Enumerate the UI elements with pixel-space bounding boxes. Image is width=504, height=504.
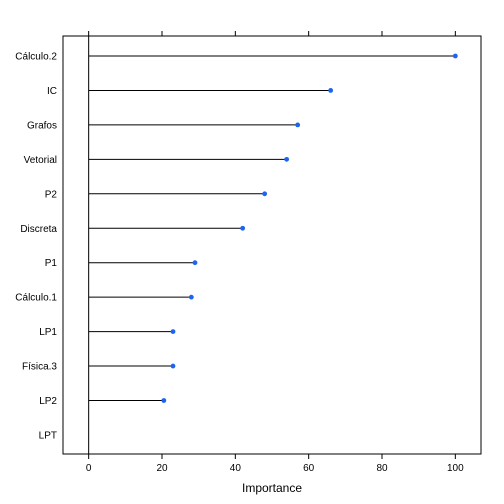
lollipop-stems	[88, 55, 456, 401]
category-label: P1	[45, 258, 58, 269]
category-label: Grafos	[27, 120, 57, 131]
category-label: IC	[47, 86, 57, 97]
data-point	[295, 122, 301, 128]
category-label: Física.3	[22, 362, 57, 373]
data-point	[161, 398, 167, 403]
x-tick-label: 20	[156, 463, 168, 474]
category-label: LP1	[39, 327, 57, 338]
category-label: Discreta	[20, 224, 57, 235]
data-point	[192, 260, 198, 266]
category-label: Cálculo.1	[15, 293, 57, 304]
x-tick-label: 60	[303, 463, 315, 474]
y-axis-category-labels: Cálculo.2 IC Grafos Vetorial P2 Discreta P1 Cál…	[15, 52, 57, 442]
x-axis-top-ticks	[88, 31, 456, 36]
category-label: P2	[45, 189, 58, 200]
x-axis-title: Importance	[242, 481, 302, 495]
data-point	[262, 191, 268, 197]
lollipop-points	[161, 53, 458, 403]
x-axis-tick-labels: 0 20 40 60 80 100	[86, 463, 464, 474]
data-point	[170, 363, 176, 369]
data-point	[188, 294, 194, 300]
x-tick-label: 100	[447, 463, 464, 474]
category-label: LP2	[39, 396, 57, 407]
x-axis-bottom-ticks	[88, 454, 456, 459]
plot-frame	[62, 35, 482, 455]
x-tick-label: 40	[230, 463, 242, 474]
x-tick-label: 80	[376, 463, 388, 474]
category-label: LPT	[39, 430, 57, 441]
category-label: Cálculo.2	[15, 52, 57, 63]
data-point	[240, 225, 246, 231]
data-point	[328, 88, 334, 93]
data-point	[170, 329, 176, 334]
x-tick-label: 0	[86, 463, 92, 474]
category-label: Vetorial	[24, 155, 57, 166]
data-point	[452, 53, 458, 59]
data-point	[284, 156, 290, 162]
